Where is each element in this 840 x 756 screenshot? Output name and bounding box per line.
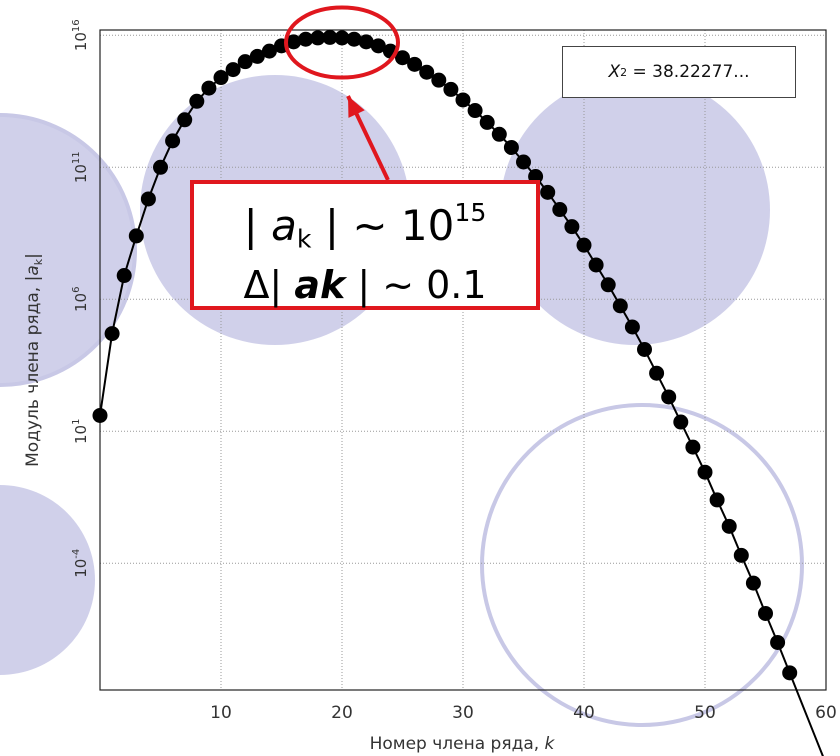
data-point <box>165 133 181 149</box>
data-point <box>249 48 265 64</box>
data-point <box>709 492 725 508</box>
data-point <box>721 518 737 534</box>
x-tick-label: 20 <box>331 703 353 723</box>
x-axis-label: Номер члена ряда, k <box>369 734 555 754</box>
data-point <box>431 72 447 88</box>
data-point <box>310 30 326 46</box>
data-point <box>503 139 519 155</box>
decorative-circle <box>500 75 770 345</box>
y-axis-label: Модуль члена ряда, |ak| <box>22 253 46 467</box>
data-point <box>128 228 144 244</box>
data-point <box>491 126 507 142</box>
data-point <box>770 634 786 650</box>
data-point <box>576 237 592 253</box>
y-tick-labels: 1016 1011 106 101 10-4 <box>71 19 90 577</box>
data-point <box>637 341 652 357</box>
data-point <box>516 154 531 170</box>
data-point <box>685 439 701 455</box>
data-point <box>104 326 120 342</box>
callout-arrow-head <box>348 96 365 118</box>
data-point <box>588 257 604 273</box>
data-point <box>358 34 374 50</box>
data-point <box>334 30 350 46</box>
data-point <box>225 62 241 78</box>
data-point <box>552 202 568 218</box>
decorative-circle <box>0 485 95 675</box>
decorative-circles <box>0 75 804 727</box>
data-point <box>177 112 193 128</box>
callout-line-1: | ak | ~ 1015 <box>243 198 487 254</box>
data-point <box>455 92 471 108</box>
data-point <box>298 31 314 47</box>
data-point <box>213 70 229 86</box>
x-tick-label: 60 <box>815 703 837 723</box>
x-tick-label: 30 <box>452 703 474 723</box>
data-point <box>443 81 459 97</box>
annotation <box>284 5 400 181</box>
data-point <box>600 277 616 293</box>
data-point <box>612 298 628 314</box>
data-point <box>479 114 495 130</box>
data-point <box>92 407 108 423</box>
data-point <box>419 64 435 80</box>
y-tick-label: 1016 <box>71 19 90 51</box>
data-point <box>286 34 302 50</box>
data-point <box>201 80 217 96</box>
decorative-circle <box>0 115 135 385</box>
decorative-circle <box>480 403 804 727</box>
data-point <box>116 268 132 284</box>
x-tick-label: 10 <box>210 703 232 723</box>
data-point <box>322 29 338 45</box>
x-tick-label: 50 <box>694 703 716 723</box>
data-point <box>237 54 253 70</box>
data-point <box>346 31 362 47</box>
data-point <box>564 219 580 235</box>
data-point <box>261 43 277 59</box>
data-point <box>153 159 168 175</box>
data-point <box>407 56 423 72</box>
data-series <box>92 29 824 756</box>
data-point <box>649 365 665 381</box>
data-point <box>540 184 556 200</box>
y-tick-label: 10-4 <box>71 549 90 578</box>
callout-line-2: Δ| ak | ~ 0.1 <box>243 262 487 307</box>
data-point <box>140 191 156 207</box>
data-point <box>697 464 713 480</box>
data-point <box>370 38 386 54</box>
data-point <box>189 93 205 109</box>
data-point <box>624 319 640 335</box>
data-point <box>673 414 689 430</box>
data-point <box>733 547 749 563</box>
peak-highlight-ellipse <box>284 5 400 80</box>
y-tick-label: 106 <box>71 287 90 312</box>
decorative-circle <box>0 113 137 387</box>
x-tick-labels: 10 20 30 40 50 60 <box>210 703 837 723</box>
data-point <box>758 605 773 621</box>
plot-frame <box>99 29 827 691</box>
callout-box: | ak | ~ 1015 Δ| ak | ~ 0.1 <box>190 180 540 310</box>
data-point <box>467 103 483 119</box>
data-point <box>395 50 410 66</box>
data-point <box>661 389 677 405</box>
x-tick-label: 40 <box>573 703 595 723</box>
y-tick-label: 1011 <box>71 151 90 183</box>
data-point <box>745 575 761 591</box>
y-tick-label: 101 <box>71 419 90 444</box>
data-point <box>782 665 798 681</box>
